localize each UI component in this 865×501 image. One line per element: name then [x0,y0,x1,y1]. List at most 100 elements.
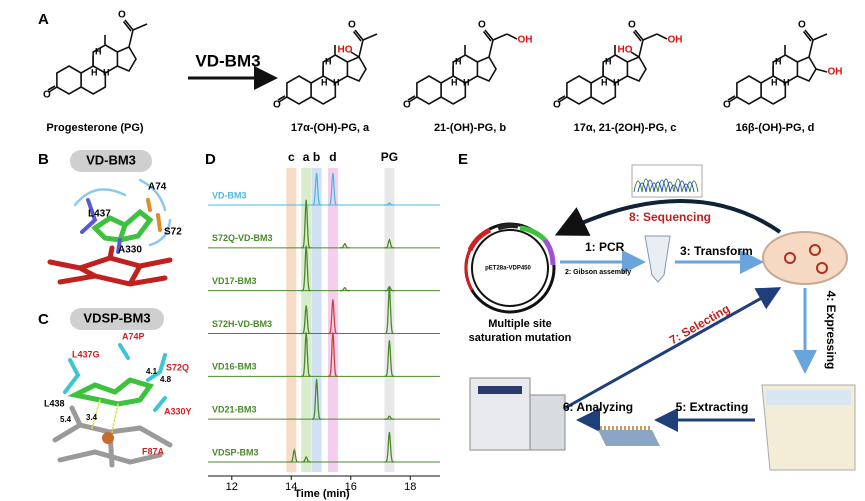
structure-c [52,343,173,468]
peak [301,245,311,292]
x-tick-label: 12 [226,481,238,493]
atom-label: O [628,20,636,31]
atom-label: O [723,100,731,111]
panel-letter: B [38,151,49,168]
compound-label: 16β-(OH)-PG, d [736,122,815,134]
residue-label: L438 [44,398,65,408]
peak [311,172,322,206]
atom-label: O [118,10,126,21]
band-label: a [303,150,310,164]
atom-label: O [798,20,806,31]
atom-label: H [775,56,782,66]
skeleton [407,29,508,105]
peak [384,431,395,463]
panel-letter: E [458,151,468,168]
mutation-label: S72Q [166,362,189,372]
step-label: 5: Extracting [676,400,749,414]
atom-label: O [478,20,486,31]
atom-label: H [613,77,620,87]
mutation-label: L437G [72,349,100,359]
substituent: OH [668,35,683,46]
substituent: OH [518,35,533,46]
mutation-label: A330Y [164,406,192,416]
peak-band [384,168,395,472]
band-label: b [313,150,320,164]
peak [311,379,322,420]
peak [384,285,395,292]
peak-band [301,168,312,472]
peak [384,340,395,377]
atom-label: O [348,20,356,31]
panel-letter: A [38,11,49,28]
atom-label: H [783,77,790,87]
atom-label: H [325,56,332,66]
x-tick-label: 18 [404,481,416,493]
atom-label: H [455,56,462,66]
peak [301,305,311,335]
trace-label: VD-BM3 [212,190,247,200]
peak [289,447,300,463]
atom-label: H [321,77,328,87]
distance-label: 5.4 [60,415,72,424]
x-axis-title: Time (min) [294,488,350,500]
distance-label: 4.8 [160,375,172,384]
skeleton [277,29,378,105]
peak [301,199,311,249]
atom-label: O [553,100,561,111]
atom-label: H [451,77,458,87]
bond [630,51,640,58]
peak-band [327,168,338,472]
distance-label: 3.4 [86,413,98,422]
atom-label: O [273,100,281,111]
atom-label: H [605,56,612,66]
step-label: 3: Transform [680,244,753,258]
band-label: c [288,150,295,164]
mutation-label: A74P [122,331,145,341]
structure-b [47,178,173,287]
atom-label: H [463,77,470,87]
band-label: d [329,150,336,164]
peak [328,172,338,206]
step-label: 4: Expressing [824,291,838,370]
step-label: 2: Gibson assembly [565,269,631,276]
peak [328,299,338,335]
mutation-text: saturation mutation [469,332,572,344]
trace-label: VD16-BM3 [212,362,257,372]
trace-label: S72H-VD-BM3 [212,319,272,329]
band-label: PG [381,150,398,164]
atom-label: O [403,100,411,111]
peak [340,242,350,249]
step-label: 8: Sequencing [629,210,711,224]
step-label: 1: PCR [585,240,625,254]
panel-letter: C [38,311,49,328]
peak-band [286,168,297,472]
trace-label: VD17-BM3 [212,276,257,286]
substituent: HO [618,45,633,56]
residue-label: A330 [118,245,142,256]
plasmid-label: pET28a-VDP450 [485,266,531,272]
molecule: OOH HH [43,10,148,101]
panel-letter: D [205,151,216,168]
peak [384,238,395,249]
peak-band [311,168,322,472]
distance-label: 4.1 [146,367,158,376]
bond [506,33,518,40]
residue-label: A74 [148,182,167,193]
pill [70,308,164,330]
peak [328,332,338,377]
trace-label: VD21-BM3 [212,405,257,415]
trace-label: VDSP-BM3 [212,447,259,457]
compound-label: 17α-(OH)-PG, a [291,122,370,134]
atom-label: H [333,77,340,87]
atom-label: H [91,67,98,77]
pill [70,150,152,172]
bond [656,33,668,40]
x-tick-label: 16 [345,481,357,493]
peak [301,455,311,463]
mutation-label: F87A [142,446,165,456]
